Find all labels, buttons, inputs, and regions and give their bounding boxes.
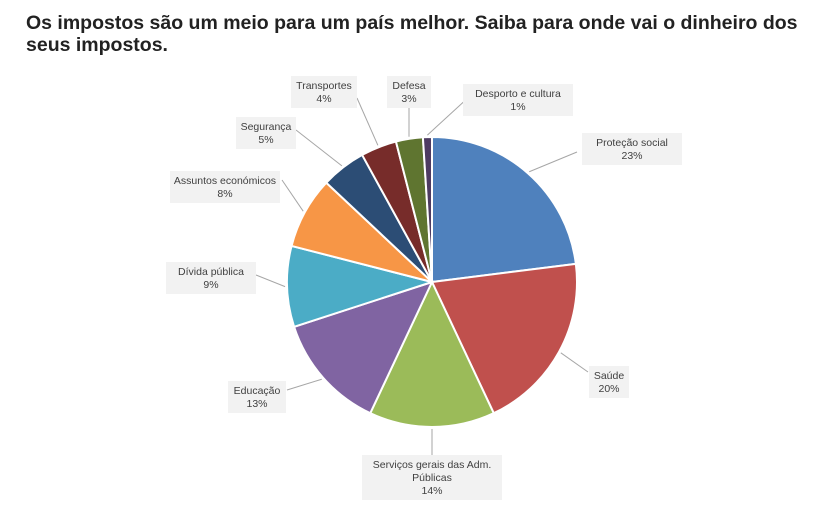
- pie-slices: [286, 135, 578, 428]
- pie-slice-0: [431, 135, 577, 284]
- slice-pct-label-7: 4%: [316, 93, 331, 105]
- slice-pct-label-4: 9%: [203, 279, 218, 291]
- leader-line-3: [286, 378, 322, 391]
- slice-name-label-3: Educação: [234, 385, 281, 397]
- slice-name-label-0: Proteção social: [596, 137, 668, 149]
- slice-label-box-4: [166, 262, 256, 294]
- slice-name-label-8: Defesa: [392, 80, 425, 92]
- slice-label-box-9: [463, 84, 573, 116]
- pie-slice-4: [286, 244, 436, 329]
- slice-name-label-1: Saúde: [594, 370, 625, 382]
- slice-name-label-7: Transportes: [296, 80, 352, 92]
- leader-lines: [255, 95, 589, 455]
- slice-label-box-2: [362, 455, 502, 500]
- pie-slice-1: [430, 262, 578, 415]
- slice-label-box-1: [589, 366, 629, 398]
- slice-name-label-2: Serviços gerais das Adm.: [373, 459, 491, 471]
- slice-name-label-6: Segurança: [241, 121, 292, 133]
- leader-line-5: [281, 179, 304, 212]
- slice-pct-label-6: 5%: [258, 134, 273, 146]
- slice-pct-label-5: 8%: [217, 188, 232, 200]
- slice-pct-label-1: 20%: [598, 383, 619, 395]
- leader-line-9: [427, 95, 471, 136]
- slice-name-label-4: Dívida pública: [178, 266, 244, 278]
- slice-pct-label-8: 3%: [401, 93, 416, 105]
- leader-line-7: [356, 97, 379, 146]
- slice-name-label-5: Assuntos económicos: [174, 175, 276, 187]
- slice-pct-label-9: 1%: [510, 101, 525, 113]
- slice-label-box-7: [291, 76, 357, 108]
- slice-pct-label-0: 23%: [621, 150, 642, 162]
- slice-name-label-9: Desporto e cultura: [475, 88, 561, 100]
- pie-slice-2: [368, 279, 496, 428]
- leader-line-6: [295, 129, 343, 167]
- pie-slice-9: [421, 135, 433, 283]
- pie-slice-3: [292, 280, 434, 415]
- slice-pct-label-2: 14%: [421, 485, 442, 497]
- page-title: Os impostos são um meio para um país mel…: [26, 12, 798, 56]
- slice-label-box-0: [582, 133, 682, 165]
- leader-line-0: [529, 151, 578, 173]
- slice-label-box-6: [236, 117, 296, 149]
- leader-line-4: [255, 274, 286, 288]
- slice-label-box-3: [228, 381, 286, 413]
- slice-name-label-2: Públicas: [412, 472, 452, 484]
- leader-line-1: [560, 352, 589, 373]
- slice-pct-label-3: 13%: [246, 398, 267, 410]
- slice-label-box-8: [387, 76, 431, 108]
- slice-label-box-5: [170, 171, 280, 203]
